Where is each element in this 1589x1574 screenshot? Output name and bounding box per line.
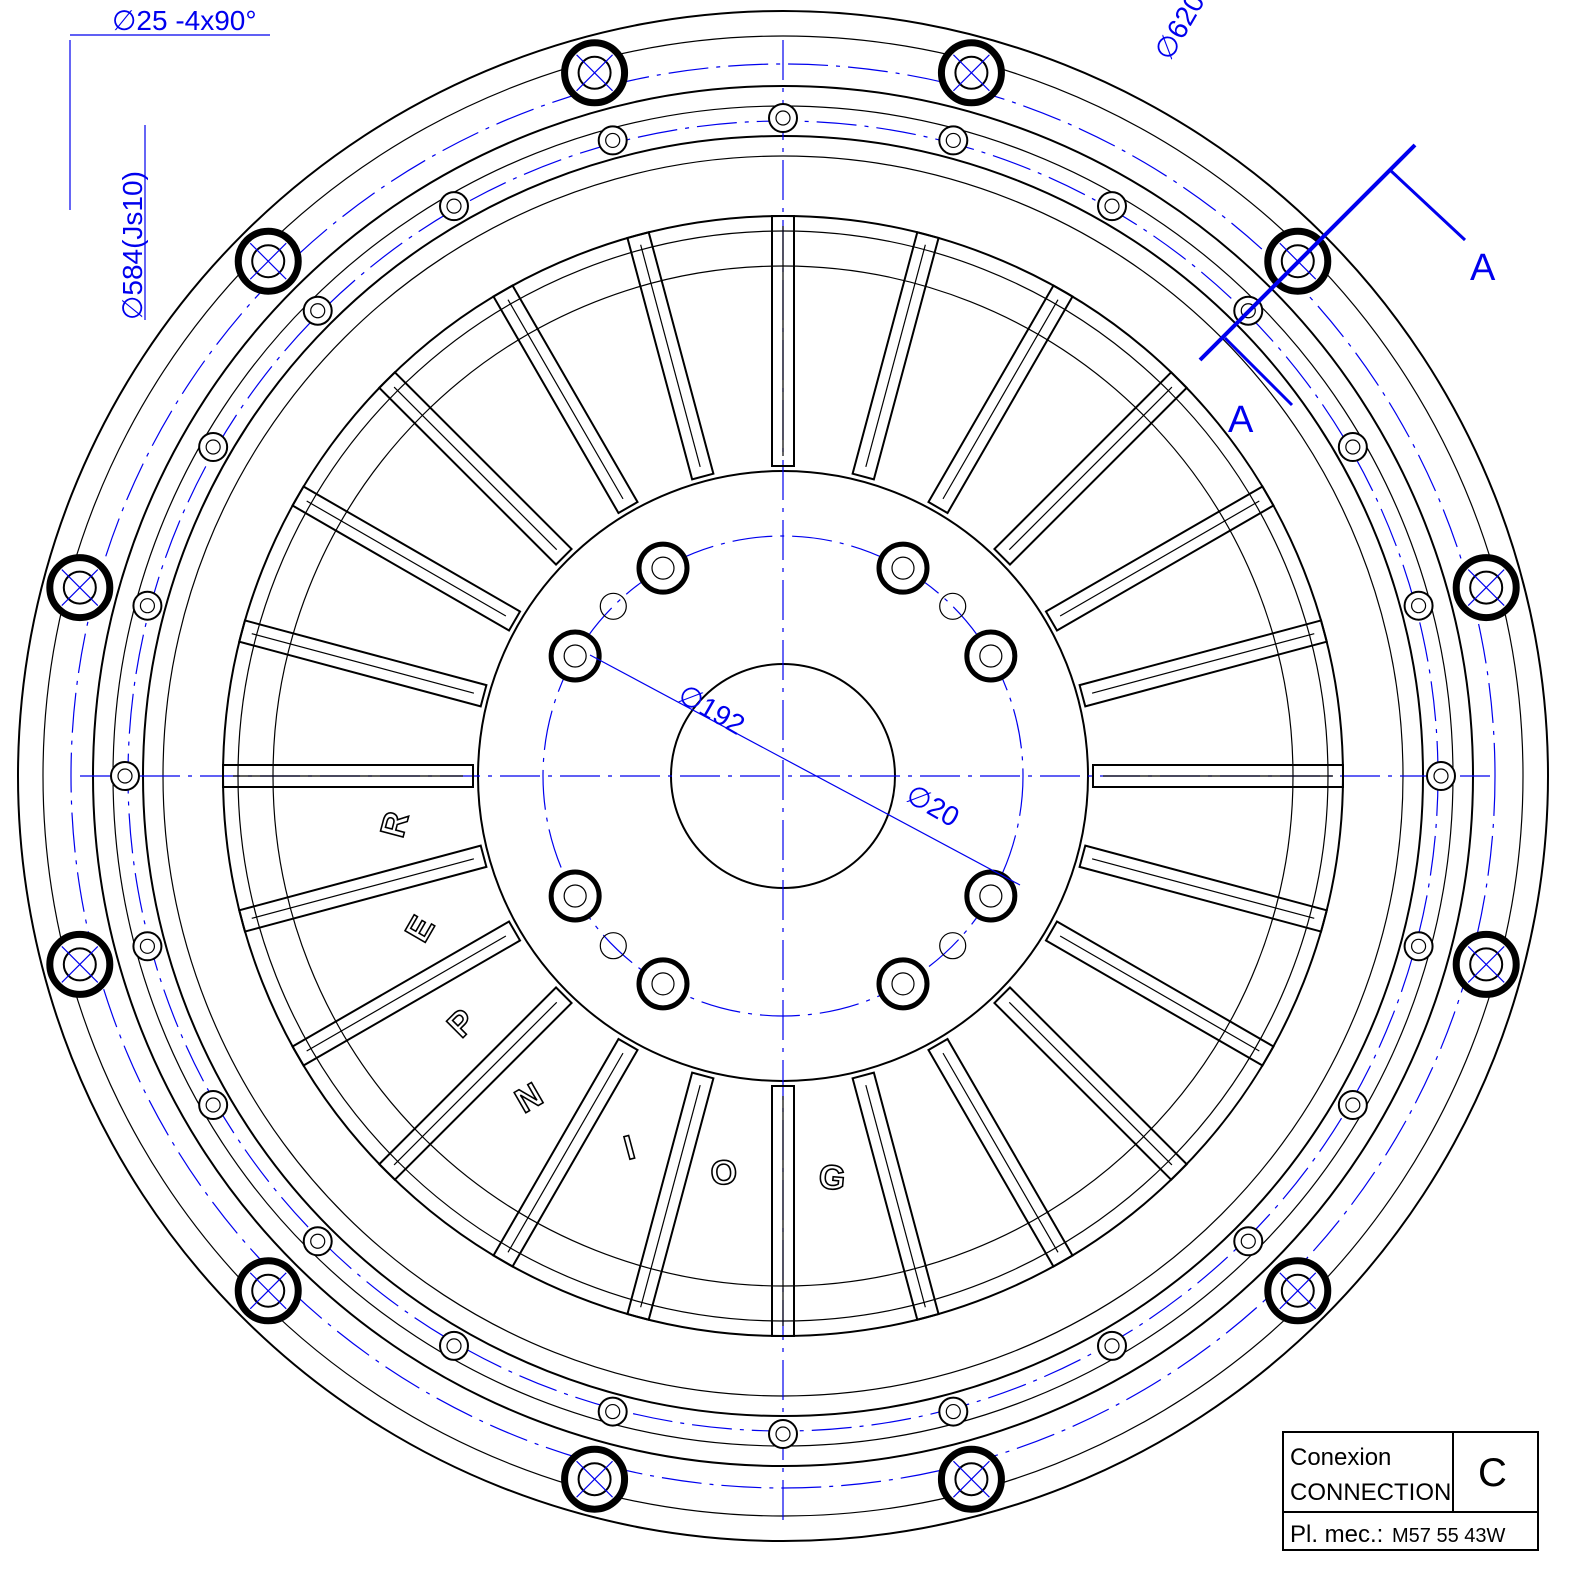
dim-pilot: ∅584(Js10) [117, 171, 148, 320]
screw [1405, 592, 1433, 620]
screw [599, 1398, 627, 1426]
hub-letter: N [509, 1076, 549, 1121]
dim-line [590, 655, 1020, 885]
rib [239, 620, 486, 706]
rib [379, 987, 571, 1179]
rib [928, 286, 1072, 514]
screw [939, 126, 967, 154]
screw [769, 1420, 797, 1448]
screw [440, 1332, 468, 1360]
hub-bolt [879, 544, 927, 592]
hub-bolt [967, 872, 1015, 920]
screw [939, 1398, 967, 1426]
title-es: Conexion [1290, 1444, 1391, 1471]
dim-outer: ∅620 [1148, 0, 1210, 65]
screw [1405, 932, 1433, 960]
screw [599, 126, 627, 154]
rib [853, 232, 939, 479]
title-en: CONNECTION [1290, 1479, 1451, 1506]
rib [772, 216, 794, 466]
screw [1234, 1227, 1262, 1255]
rib [627, 232, 713, 479]
rib [1080, 846, 1327, 932]
dim-bolt-hole: ∅25 -4x90° [112, 5, 257, 36]
title-block: Conexion CONNECTION C Pl. mec.: M57 55 4… [1283, 1432, 1538, 1550]
dim-hole: ∅20 [901, 778, 965, 833]
rib [293, 921, 521, 1065]
screw [111, 762, 139, 790]
rib [493, 1039, 637, 1267]
rib [493, 286, 637, 514]
rib [772, 1086, 794, 1336]
rib [994, 987, 1186, 1179]
screw [1098, 1332, 1126, 1360]
hub-letter: O [709, 1153, 739, 1193]
rib [1046, 921, 1274, 1065]
section-arrow [1390, 170, 1465, 240]
rib [293, 486, 521, 630]
geometry: R E PN I O G [18, 11, 1548, 1541]
rib [1080, 620, 1327, 706]
rib [379, 372, 571, 564]
rib [1093, 765, 1343, 787]
hub-bolt [639, 960, 687, 1008]
rib-edge [1060, 936, 1259, 1051]
screw [199, 433, 227, 461]
rib-edge [1009, 387, 1172, 550]
rib-edge [943, 1053, 1058, 1252]
rib-edge [943, 300, 1058, 499]
rib [239, 846, 486, 932]
hub-bolt [967, 632, 1015, 680]
rib-edge [1009, 1002, 1172, 1165]
rib-edge [307, 501, 506, 616]
screw [1339, 1091, 1367, 1119]
rib [627, 1073, 713, 1320]
screw [133, 592, 161, 620]
rib [928, 1039, 1072, 1267]
dim-bolt-circle: ∅192 [673, 678, 750, 740]
plan-label: Pl. mec.: [1290, 1521, 1383, 1548]
section-label: A [1470, 247, 1496, 289]
hub-bolt [879, 960, 927, 1008]
rib [223, 765, 473, 787]
hub-bolt [639, 544, 687, 592]
rib [1046, 486, 1274, 630]
drawing: REPNIOG ∅25 -4x90° ∅620 ∅584(Js10) ∅192 … [0, 0, 1589, 1574]
screw [304, 1227, 332, 1255]
hub-letter: E [398, 910, 442, 949]
hub-hole [600, 593, 626, 619]
hub-bolt [551, 872, 599, 920]
screw [1098, 192, 1126, 220]
rib-edge [508, 300, 623, 499]
rib [853, 1073, 939, 1320]
section-label: A [1228, 399, 1254, 441]
screw [1339, 433, 1367, 461]
screw [133, 932, 161, 960]
screw [304, 297, 332, 325]
hub-letter: I [620, 1128, 639, 1167]
rib [994, 372, 1186, 564]
screw [199, 1091, 227, 1119]
screw [1427, 762, 1455, 790]
hub-letter: G [817, 1158, 847, 1198]
hub-hole [940, 593, 966, 619]
plan-number: M57 55 43W [1392, 1525, 1506, 1547]
hub-letter: P [440, 1002, 483, 1045]
rib-edge [394, 387, 557, 550]
rib-edge [1060, 501, 1259, 616]
screw [440, 192, 468, 220]
title-code: C [1478, 1451, 1507, 1495]
hub-letter: R [374, 808, 417, 842]
screw [769, 104, 797, 132]
